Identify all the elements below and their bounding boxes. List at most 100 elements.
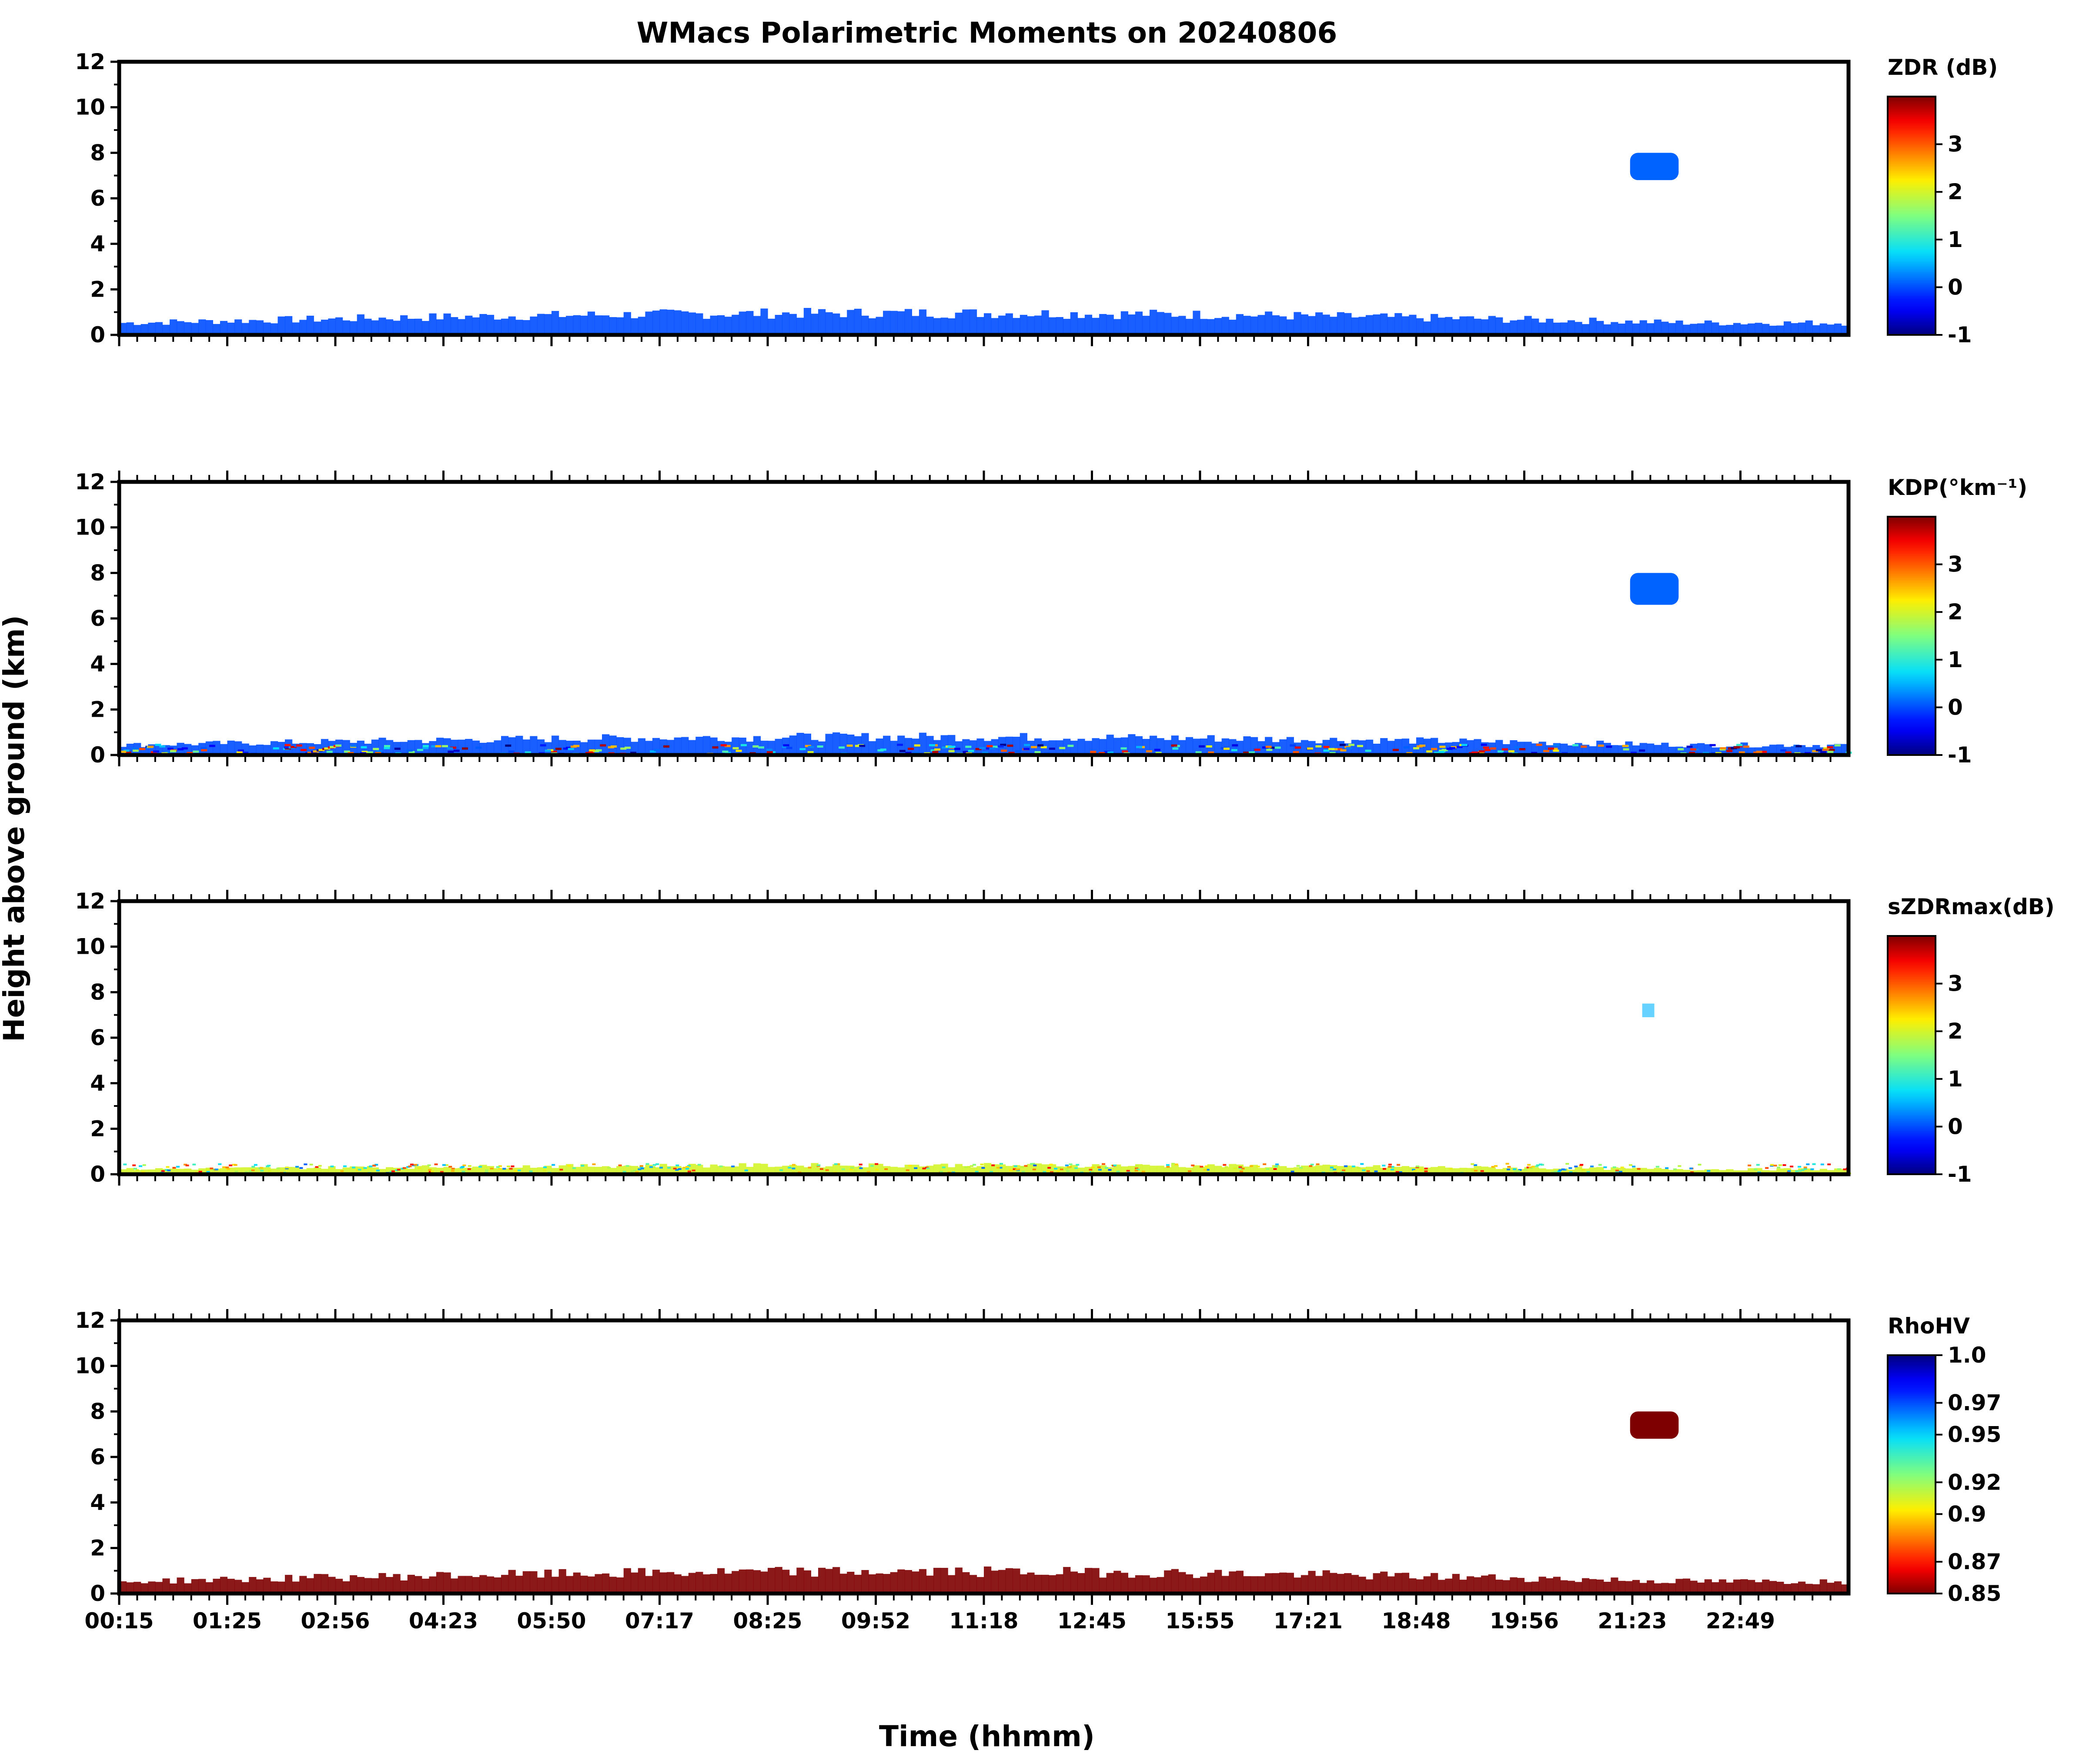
layer-column <box>1718 1579 1726 1594</box>
layer-column <box>421 1578 429 1594</box>
layer-column <box>1459 316 1467 335</box>
layer-column <box>768 1568 776 1594</box>
layer-speck <box>1748 1164 1752 1166</box>
layer-speck <box>1024 1165 1028 1167</box>
layer-column <box>724 317 732 335</box>
layer-column <box>912 316 919 335</box>
layer-speck <box>155 744 161 746</box>
layer-speck <box>884 1168 888 1170</box>
layer-column <box>1344 1573 1352 1594</box>
layer-speck <box>682 1166 686 1169</box>
layer-column <box>717 1166 725 1174</box>
layer-speck <box>1419 1169 1423 1171</box>
layer-column <box>1128 734 1136 755</box>
layer-column <box>912 738 919 755</box>
layer-speck <box>139 1165 143 1167</box>
layer-column <box>1286 319 1294 335</box>
layer-speck <box>167 1169 171 1172</box>
layer-column <box>948 1575 956 1594</box>
layer-speck <box>970 1165 973 1167</box>
layer-column <box>962 1572 970 1594</box>
layer-speck <box>402 1167 406 1169</box>
layer-speck <box>1315 745 1322 748</box>
layer-column <box>962 309 970 335</box>
layer-speck <box>201 749 207 752</box>
layer-speck <box>1790 1166 1794 1168</box>
layer-speck <box>1339 744 1346 746</box>
layer-column <box>1661 321 1669 335</box>
layer-column <box>768 318 776 335</box>
layer-speck <box>588 751 595 754</box>
layer-column <box>984 1163 992 1174</box>
layer-speck <box>645 1163 649 1165</box>
layer-speck <box>981 1167 985 1169</box>
layer-speck <box>997 745 1004 748</box>
layer-column <box>702 736 711 755</box>
layer-speck <box>428 1169 432 1171</box>
layer-column <box>530 316 538 335</box>
layer-column <box>1474 318 1481 335</box>
layer-speck <box>1089 1169 1093 1171</box>
layer-column <box>1611 322 1618 335</box>
layer-column <box>515 320 523 335</box>
layer-column <box>724 1574 732 1594</box>
layer-column <box>1495 317 1503 335</box>
layer-column <box>688 1573 696 1594</box>
layer-column <box>558 740 566 755</box>
layer-column <box>162 324 170 335</box>
layer-column <box>1279 316 1287 335</box>
layer-speck <box>1554 1170 1558 1173</box>
layer-speck <box>1195 751 1202 754</box>
layer-column <box>1077 738 1085 755</box>
layer-column <box>292 322 300 335</box>
layer-speck <box>1007 745 1013 747</box>
layer-column <box>1243 736 1251 755</box>
layer-speck <box>922 1167 926 1169</box>
layer-column <box>1712 1582 1719 1594</box>
layer-speck <box>428 1171 432 1173</box>
layer-column <box>1560 1580 1568 1594</box>
layer-speck <box>993 745 999 748</box>
layer-column <box>162 1578 170 1594</box>
layer-speck <box>198 1171 202 1173</box>
colorbar-tick-label: -1 <box>1948 1162 1972 1187</box>
layer-column <box>782 312 790 335</box>
layer-column <box>948 735 956 755</box>
layer-speck <box>222 1166 226 1168</box>
layer-column <box>616 1577 624 1594</box>
layer-speck <box>1191 1164 1195 1166</box>
layer-speck <box>1200 1166 1203 1168</box>
layer-column <box>415 1576 422 1594</box>
layer-column <box>479 742 487 755</box>
layer-speck <box>1266 748 1273 751</box>
layer-column <box>919 1569 927 1594</box>
layer-column <box>1755 1582 1762 1594</box>
layer-speck <box>1590 1166 1594 1167</box>
layer-speck <box>1598 1164 1602 1166</box>
layer-column <box>1416 1579 1424 1594</box>
layer-speck <box>1171 744 1177 747</box>
layer-speck <box>1224 748 1230 750</box>
layer-speck <box>996 1166 1000 1169</box>
layer-speck <box>1013 1168 1016 1170</box>
layer-column <box>1128 314 1136 335</box>
layer-speck <box>284 746 290 749</box>
layer-speck <box>461 1166 465 1168</box>
layer-column <box>486 742 495 755</box>
layer-column <box>1351 317 1359 335</box>
layer-column <box>904 1570 912 1594</box>
layer-column <box>652 311 660 335</box>
colorbar-tick-label: 0.87 <box>1948 1549 2001 1574</box>
layer-speck <box>1558 1169 1562 1171</box>
layer-column <box>1495 740 1503 755</box>
layer-column <box>969 309 977 335</box>
layer-column <box>386 319 394 335</box>
layer-column <box>1834 323 1842 335</box>
layer-column <box>710 315 718 335</box>
layer-column <box>1401 1166 1410 1174</box>
layer-speck <box>1690 748 1696 751</box>
layer-speck <box>667 1167 671 1169</box>
layer-column <box>1070 312 1078 335</box>
layer-speck <box>1778 1164 1782 1166</box>
layer-column <box>926 1575 934 1594</box>
